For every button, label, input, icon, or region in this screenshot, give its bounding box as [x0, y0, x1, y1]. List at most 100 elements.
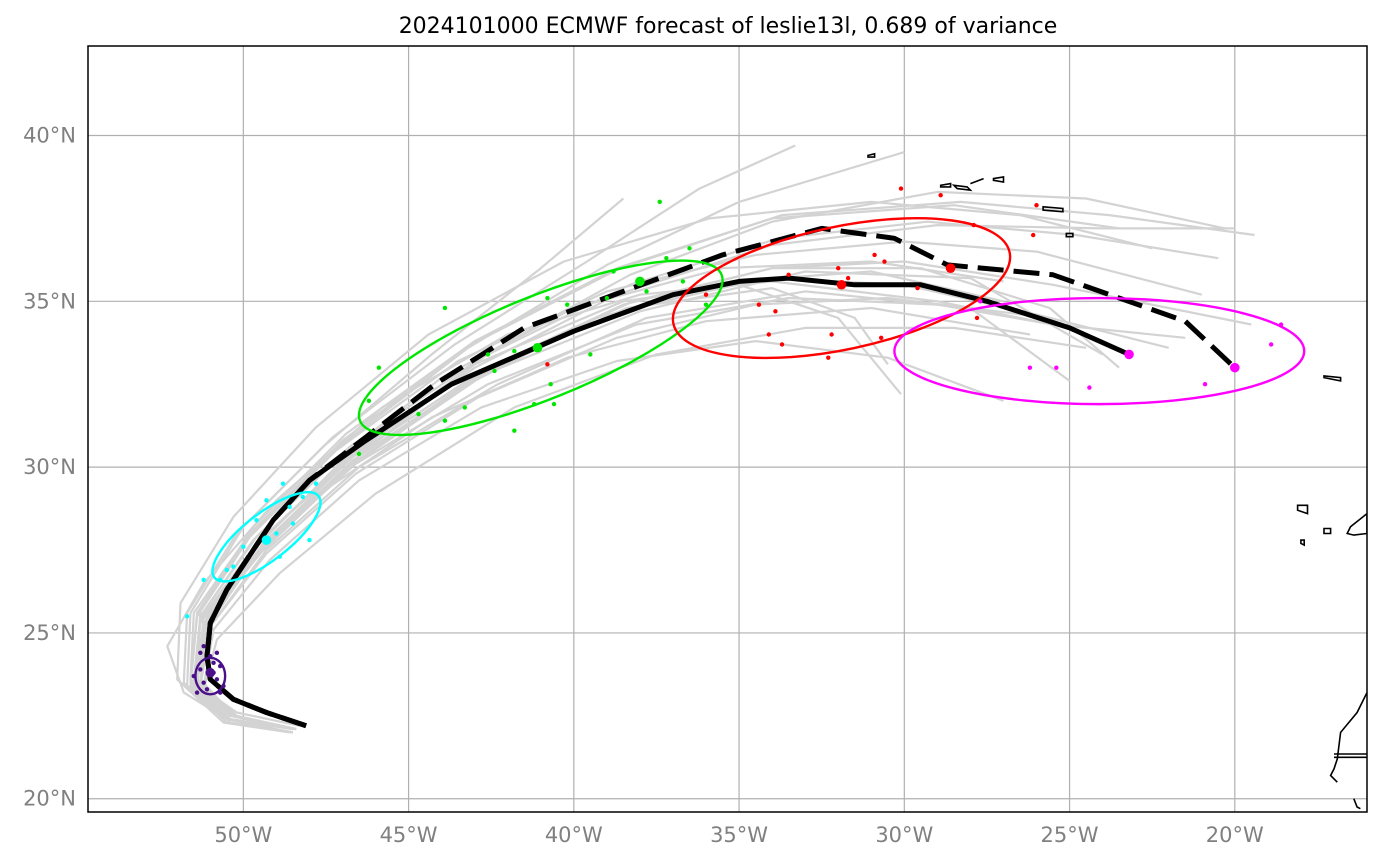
ensemble-point [356, 451, 362, 457]
chart-title: 2024101000 ECMWF forecast of leslie13l, … [399, 14, 1058, 39]
x-tick-label: 20°W [1206, 823, 1264, 847]
forecast-marker [532, 342, 543, 353]
ensemble-point [307, 537, 312, 543]
ensemble-point [201, 643, 206, 649]
ensemble-point [644, 289, 649, 294]
ensemble-point [1087, 385, 1092, 390]
plot-frame [87, 45, 1368, 813]
x-tick-label: 25°W [1041, 823, 1099, 847]
ensemble-point [221, 683, 226, 689]
forecast-marker [205, 667, 216, 678]
coastline [1042, 205, 1064, 213]
ensemble-point [277, 554, 282, 559]
coastline [1323, 375, 1342, 382]
ensemble-point [703, 302, 709, 307]
ensemble-point [664, 256, 669, 261]
ensemble-point [442, 305, 448, 311]
ensemble-point [211, 660, 216, 665]
coastline [867, 152, 876, 158]
ensemble-point [915, 285, 920, 291]
ensemble-point [829, 332, 834, 337]
ensemble-point [786, 272, 791, 278]
ensemble-point [1202, 382, 1208, 387]
ensemble-point [214, 677, 220, 682]
ensemble-point [826, 355, 831, 360]
ensemble-point [545, 362, 550, 367]
ensemble-point [376, 365, 382, 370]
ensemble-point [512, 428, 517, 433]
ensemble-point [611, 269, 616, 274]
ensemble-point [201, 680, 206, 685]
coastline [1323, 527, 1332, 535]
ensemble-point [512, 348, 517, 354]
forecast-marker [945, 263, 956, 273]
uncertainty-ellipse [893, 296, 1306, 406]
ensemble-point [366, 398, 372, 404]
ensemble-point [779, 342, 785, 347]
uncertainty-ellipse [671, 217, 1012, 360]
ensemble-point [882, 259, 887, 264]
x-tick-label: 30°W [875, 823, 933, 847]
ensemble-point [313, 481, 319, 486]
y-tick-label: 35°N [23, 289, 76, 313]
ensemble-point [184, 614, 190, 619]
ensemble-point [1278, 322, 1284, 327]
coastline [1300, 539, 1305, 547]
ensemble-point [1054, 365, 1059, 370]
ensemble-point [1034, 202, 1039, 208]
ensemble-point [214, 650, 220, 656]
ensemble-point [604, 295, 610, 301]
coastlines [867, 152, 1367, 810]
forecast-marker [635, 276, 645, 287]
ensemble-point [231, 564, 236, 569]
ensemble-point [198, 650, 203, 656]
ensemble-point [548, 382, 553, 387]
ensemble-point [217, 577, 223, 583]
ensemble-point [462, 405, 467, 410]
ensemble-point [756, 302, 762, 307]
x-tick-label: 45°W [380, 823, 438, 847]
ensemble-point [978, 299, 983, 304]
ensemble-point [680, 279, 686, 284]
x-axis-ticks: 50°W 45°W 40°W 35°W 30°W 25°W 20°W [214, 823, 1264, 847]
ensemble-point [565, 302, 570, 307]
uncertainty-ellipse [357, 259, 724, 437]
ensemble-point [938, 193, 943, 198]
ensemble-point [264, 498, 269, 503]
ensemble-point [194, 690, 200, 695]
coastline [939, 182, 952, 188]
ensemble-point [878, 335, 884, 341]
coastline [992, 176, 1005, 183]
coastline [1346, 512, 1367, 536]
x-tick-label: 40°W [545, 823, 603, 847]
ensemble-point [485, 352, 491, 357]
ensemble-point [224, 567, 230, 573]
ensemble-point [492, 368, 497, 374]
ensemble-point [545, 295, 550, 301]
plot-area [88, 46, 1367, 812]
ensemble-point [773, 309, 778, 314]
ensemble-point [204, 687, 210, 692]
ensemble-point [1027, 365, 1033, 370]
ensemble-point [442, 418, 448, 423]
ensemble-track [189, 151, 905, 731]
y-tick-label: 30°N [23, 455, 76, 479]
forecast-marker [836, 279, 847, 290]
coastline [1296, 504, 1309, 515]
forecast-marker [1124, 349, 1134, 360]
x-tick-label: 50°W [214, 823, 272, 847]
ensemble-point [1268, 342, 1274, 347]
ensemble-point [588, 352, 593, 357]
ensemble-point [657, 199, 662, 205]
x-tick-label: 35°W [710, 823, 768, 847]
ensemble-point [703, 292, 709, 297]
ensemble-point [551, 401, 557, 407]
ensemble-point [241, 544, 246, 549]
ensemble-point [416, 411, 421, 417]
ensemble-point [198, 667, 203, 672]
ensemble-point [254, 517, 259, 523]
gridlines [88, 46, 1367, 812]
coastline [951, 184, 973, 192]
forecast-points [184, 186, 1284, 695]
ensemble-point [872, 252, 877, 258]
